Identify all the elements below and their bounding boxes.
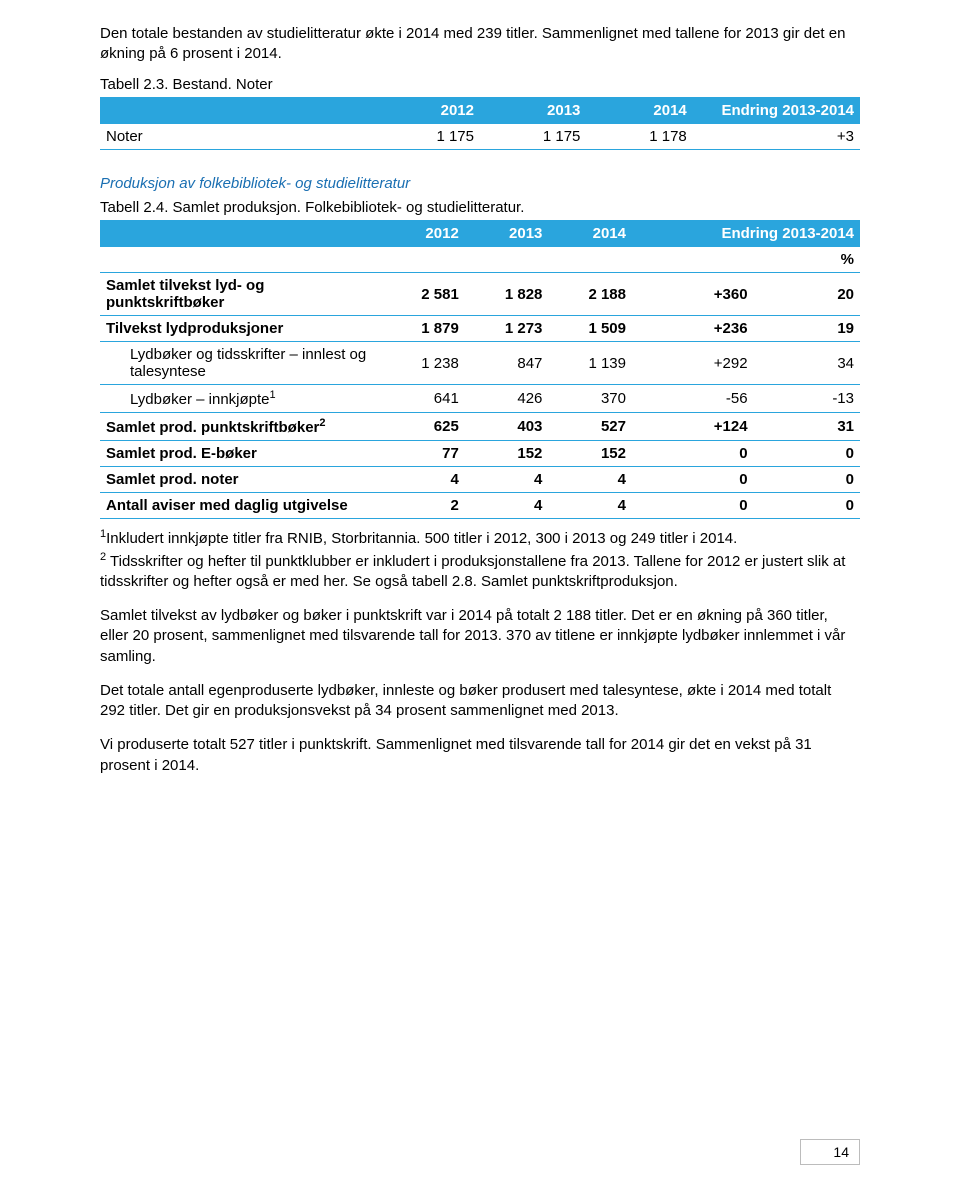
footnotes: 1Inkludert innkjøpte titler fra RNIB, St… [100, 527, 860, 592]
t1r0c0: Noter [100, 123, 374, 149]
t2h3: 2014 [548, 221, 632, 247]
t2r6c3: 0 [632, 467, 754, 493]
t2pr3 [548, 247, 632, 273]
t2r4c4: 31 [754, 413, 860, 441]
t2r0c1: 1 828 [465, 273, 549, 316]
t2r7c1: 4 [465, 493, 549, 519]
t2r2c4: 34 [754, 342, 860, 385]
table2-row-0: Samlet tilvekst lyd- og punktskriftbøker… [100, 273, 860, 316]
t2pr1 [374, 247, 465, 273]
t2r7c2: 4 [548, 493, 632, 519]
t2r5-label: Samlet prod. E-bøker [100, 441, 374, 467]
table-bestand-noter: 2012 2013 2014 Endring 2013-2014 Noter 1… [100, 97, 860, 150]
t2r2-label: Lydbøker og tidsskrifter – innlest og ta… [100, 342, 374, 385]
table2-row-6: Samlet prod. noter44400 [100, 467, 860, 493]
t2h4: Endring 2013-2014 [632, 221, 860, 247]
intro-paragraph: Den totale bestanden av studielitteratur… [100, 24, 860, 65]
t2r4-label: Samlet prod. punktskriftbøker2 [100, 413, 374, 441]
t2r1c0: 1 879 [374, 316, 465, 342]
t2r6c2: 4 [548, 467, 632, 493]
t2r1c3: +236 [632, 316, 754, 342]
t2pr4 [632, 247, 754, 273]
t1r0c2: 1 175 [480, 123, 586, 149]
paragraph-2: Samlet tilvekst av lydbøker og bøker i p… [100, 606, 860, 667]
t2r0c3: +360 [632, 273, 754, 316]
t2r5c1: 152 [465, 441, 549, 467]
t2r6-label: Samlet prod. noter [100, 467, 374, 493]
t2h2: 2013 [465, 221, 549, 247]
t2r0c0: 2 581 [374, 273, 465, 316]
table1-h-2: 2013 [480, 97, 586, 123]
t2r7c0: 2 [374, 493, 465, 519]
t2r0c4: 20 [754, 273, 860, 316]
t2r3c3: -56 [632, 385, 754, 413]
t2r1c2: 1 509 [548, 316, 632, 342]
t2-percent-label: % [754, 247, 860, 273]
footnote1-text: Inkludert innkjøpte titler fra RNIB, Sto… [106, 530, 737, 547]
t2r3-sup: 1 [270, 389, 276, 401]
table2-header-row: 2012 2013 2014 Endring 2013-2014 [100, 221, 860, 247]
t2r3c0: 641 [374, 385, 465, 413]
t2r0c2: 2 188 [548, 273, 632, 316]
t2r1c4: 19 [754, 316, 860, 342]
t2r3c4: -13 [754, 385, 860, 413]
table2-row-2: Lydbøker og tidsskrifter – innlest og ta… [100, 342, 860, 385]
t2h1: 2012 [374, 221, 465, 247]
t2r4c1: 403 [465, 413, 549, 441]
table1-row-0: Noter 1 175 1 175 1 178 +3 [100, 123, 860, 149]
page-number: 14 [800, 1139, 860, 1165]
t2r7c3: 0 [632, 493, 754, 519]
table1-h-3: 2014 [586, 97, 692, 123]
paragraph-3: Det totale antall egenproduserte lydbøke… [100, 681, 860, 722]
paragraph-4: Vi produserte totalt 527 titler i punkts… [100, 735, 860, 776]
table2-percent-row: % [100, 247, 860, 273]
table2-row-4: Samlet prod. punktskriftbøker2625403527+… [100, 413, 860, 441]
t2r5c2: 152 [548, 441, 632, 467]
table2-row-5: Samlet prod. E-bøker7715215200 [100, 441, 860, 467]
t2r4-sup: 2 [319, 417, 325, 429]
t2r1-label: Tilvekst lydproduksjoner [100, 316, 374, 342]
t2r6c4: 0 [754, 467, 860, 493]
t2r0-label: Samlet tilvekst lyd- og punktskriftbøker [100, 273, 374, 316]
table2-row-1: Tilvekst lydproduksjoner1 8791 2731 509+… [100, 316, 860, 342]
t2r4c3: +124 [632, 413, 754, 441]
section-title: Produksjon av folkebibliotek- og studiel… [100, 174, 860, 194]
t2r2c2: 1 139 [548, 342, 632, 385]
t2r2c0: 1 238 [374, 342, 465, 385]
t2r3-label: Lydbøker – innkjøpte1 [100, 385, 374, 413]
t2r1c1: 1 273 [465, 316, 549, 342]
table2-row-7: Antall aviser med daglig utgivelse24400 [100, 493, 860, 519]
t2r3c1: 426 [465, 385, 549, 413]
t1r0c3: 1 178 [586, 123, 692, 149]
t2r7c4: 0 [754, 493, 860, 519]
table1-header-row: 2012 2013 2014 Endring 2013-2014 [100, 97, 860, 123]
t2r5c3: 0 [632, 441, 754, 467]
t2r4c2: 527 [548, 413, 632, 441]
t2r2c1: 847 [465, 342, 549, 385]
t2r7-label: Antall aviser med daglig utgivelse [100, 493, 374, 519]
table-samlet-produksjon: 2012 2013 2014 Endring 2013-2014 % Samle… [100, 220, 860, 519]
table2-row-3: Lydbøker – innkjøpte1641426370-56-13 [100, 385, 860, 413]
t1r0c1: 1 175 [374, 123, 480, 149]
t2r6c0: 4 [374, 467, 465, 493]
t2r5c4: 0 [754, 441, 860, 467]
t1r0c4: +3 [693, 123, 860, 149]
t2r6c1: 4 [465, 467, 549, 493]
t2r5c0: 77 [374, 441, 465, 467]
table1-h-0 [100, 97, 374, 123]
t2pr2 [465, 247, 549, 273]
table1-h-1: 2012 [374, 97, 480, 123]
t2r3c2: 370 [548, 385, 632, 413]
t2h0 [100, 221, 374, 247]
t2r4c0: 625 [374, 413, 465, 441]
t2r2c3: +292 [632, 342, 754, 385]
t2pr0 [100, 247, 374, 273]
footnote2-text: Tidsskrifter og hefter til punktklubber … [100, 553, 845, 590]
table1-h-4: Endring 2013-2014 [693, 97, 860, 123]
table1-caption: Tabell 2.3. Bestand. Noter [100, 75, 860, 95]
table2-caption: Tabell 2.4. Samlet produksjon. Folkebibl… [100, 198, 860, 218]
